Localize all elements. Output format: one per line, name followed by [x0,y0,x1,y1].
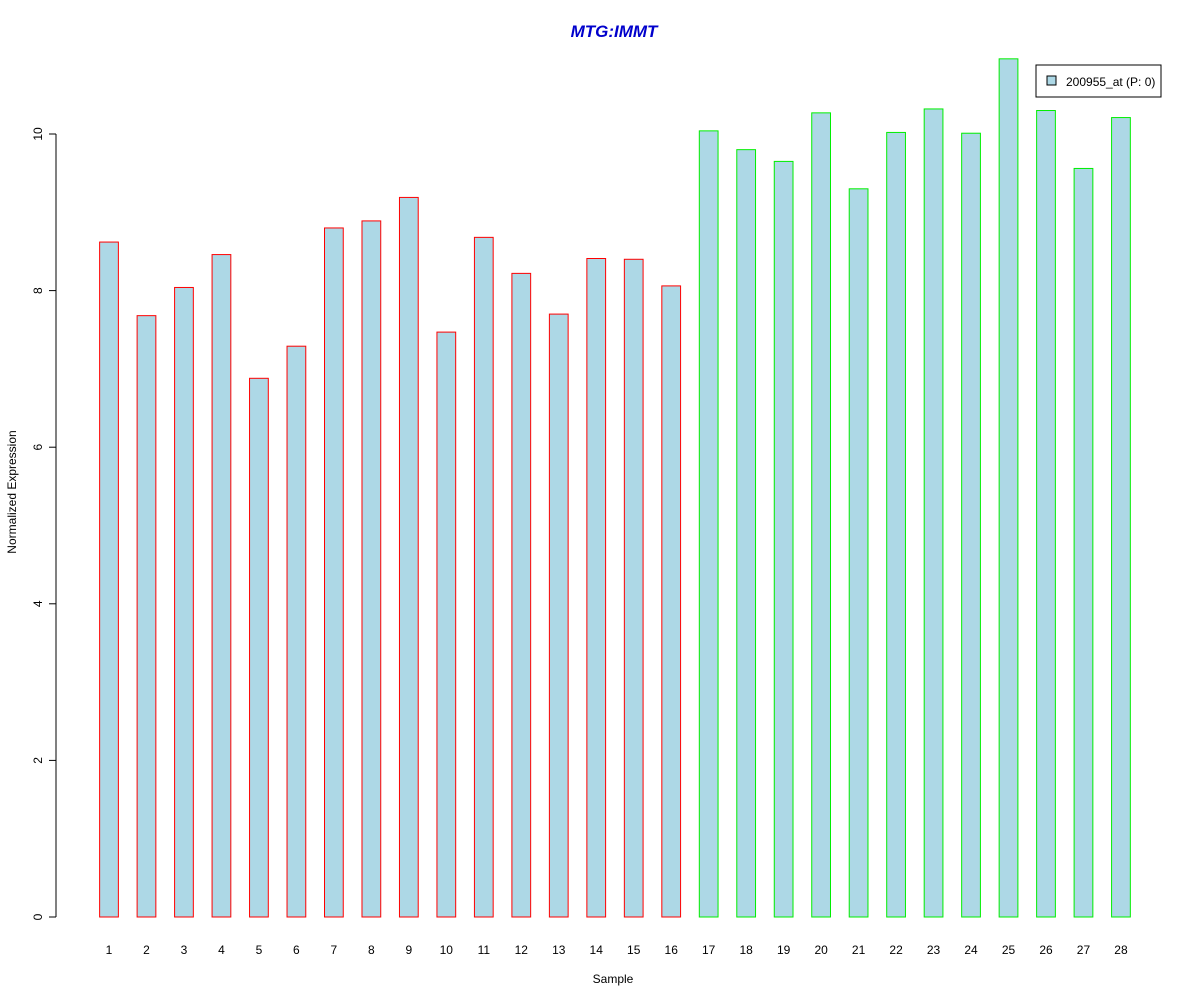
legend-box [1035,64,1162,98]
chart-title: MTG:IMMT [571,22,659,41]
x-tick-label: 24 [964,943,978,957]
x-tick-label: 2 [143,943,150,957]
y-axis-title: Normalized Expression [5,430,19,553]
bar [136,315,157,918]
x-tick-label: 19 [777,943,791,957]
x-tick-label: 28 [1114,943,1128,957]
bar [998,58,1019,918]
bar [698,130,719,918]
bar [511,272,532,918]
y-tick-label: 6 [31,444,45,451]
x-tick-label: 26 [1039,943,1053,957]
x-tick-label: 8 [368,943,375,957]
bar [923,108,944,918]
x-tick-label: 12 [515,943,529,957]
y-tick-label: 10 [31,127,45,141]
bar [773,160,794,918]
x-tick-label: 4 [218,943,225,957]
bar [436,331,457,918]
bar [361,220,382,918]
y-axis: 0 2 4 6 8 10 [31,127,57,920]
x-tick-label: 10 [440,943,454,957]
x-tick-label: 25 [1002,943,1016,957]
x-tick-label: 16 [665,943,679,957]
x-tick-label: 5 [256,943,263,957]
x-tick-label: 13 [552,943,566,957]
x-tick-label: 23 [927,943,941,957]
bar [811,112,831,918]
x-tick-label: 18 [739,943,753,957]
bar [324,227,344,918]
bar [211,254,232,918]
bar [848,188,869,918]
bar [1036,110,1056,918]
legend-swatch [1046,75,1057,86]
bar [961,132,981,918]
bar [586,257,607,918]
bar [1073,167,1094,918]
y-tick-label: 8 [31,287,45,294]
y-tick-label: 0 [31,913,45,920]
bar [249,377,269,918]
bar [99,241,119,918]
y-tick-label: 2 [31,757,45,764]
y-tick-label: 4 [31,600,45,607]
x-tick-label: 14 [590,943,604,957]
bar [286,345,307,918]
x-tick-label: 17 [702,943,716,957]
x-tick-label: 6 [293,943,300,957]
x-tick-label: 7 [331,943,338,957]
x-tick-label: 27 [1077,943,1091,957]
x-tick-label: 15 [627,943,641,957]
bars-group [99,58,1131,918]
x-tick-label: 11 [478,943,491,957]
bar [661,285,682,918]
bar [398,196,419,918]
bar [886,131,906,918]
legend-label: 200955_at (P: 0) [1066,75,1155,89]
x-axis-title: Sample [593,972,634,986]
x-tick-label: 1 [106,943,113,957]
x-tick-label: 21 [852,943,866,957]
bar [736,149,757,918]
bar [473,236,494,918]
x-tick-label: 9 [405,943,412,957]
x-tick-label: 22 [889,943,903,957]
bar [548,313,569,918]
x-tick-label: 20 [814,943,828,957]
bar [1111,117,1131,918]
bar [174,286,194,918]
bar [623,258,644,918]
x-tick-labels: 1 2 3 4 5 6 7 8 9 10 11 12 13 14 15 16 17 18 19 20 21 22 23 24 2… [106,943,1128,957]
x-tick-label: 3 [181,943,188,957]
legend: 200955_at (P: 0) [1035,64,1162,98]
